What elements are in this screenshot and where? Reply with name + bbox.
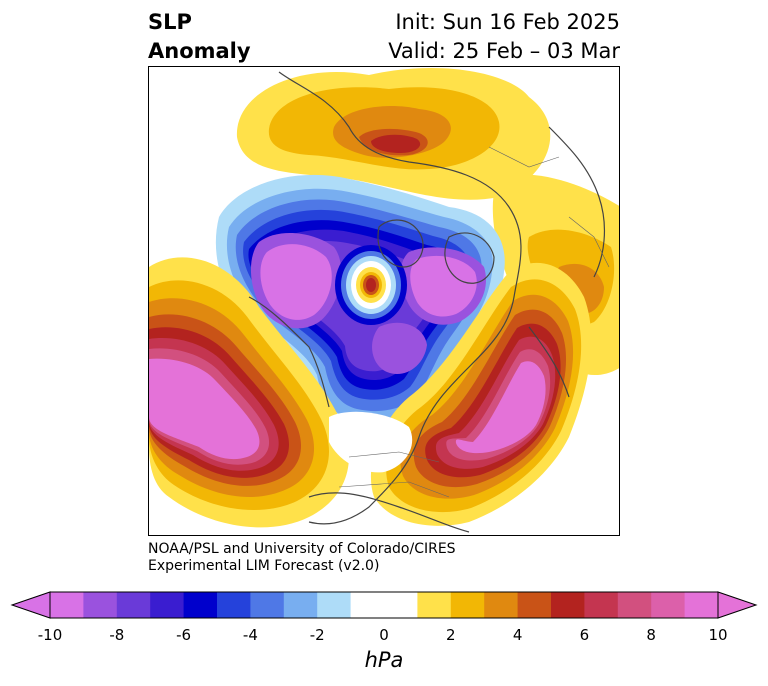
colorbar-bin-11 xyxy=(450,592,485,618)
arctic-small-high xyxy=(335,245,407,325)
colorbar-underflow-arrow xyxy=(10,591,51,619)
colorbar-bin-17 xyxy=(651,592,686,618)
colorbar-tick-label: -8 xyxy=(109,626,125,644)
colorbar-tick-label: -10 xyxy=(37,626,63,644)
borders xyxy=(338,146,610,498)
north-pacific-high xyxy=(149,257,349,528)
colorbar-tick-label: -6 xyxy=(176,626,192,644)
colorbar-bin-16 xyxy=(617,592,652,618)
colorbar-bin-8 xyxy=(317,592,352,618)
colorbar-bin-12 xyxy=(484,592,519,618)
colorbar-tick-label: 10 xyxy=(708,626,728,644)
map-title: SLP Anomaly xyxy=(148,8,251,66)
anomaly-map-svg xyxy=(149,67,619,533)
credit: NOAA/PSL and University of Colorado/CIRE… xyxy=(148,541,456,575)
colorbar-unit: hPa xyxy=(364,648,404,672)
colorbar-bin-6 xyxy=(250,592,285,618)
colorbar xyxy=(10,591,758,619)
colorbar-bin-9 xyxy=(350,592,418,618)
colorbar-bin-18 xyxy=(684,592,719,618)
colorbar-bin-3 xyxy=(150,592,185,618)
colorbar-tick-label: 0 xyxy=(379,626,389,644)
init-date: Init: Sun 16 Feb 2025 xyxy=(395,10,620,34)
colorbar-bins xyxy=(50,592,719,618)
colorbar-outline xyxy=(49,591,719,619)
colorbar-tick-label: 8 xyxy=(646,626,656,644)
neutral-zone xyxy=(329,411,413,473)
colorbar-overflow-arrow xyxy=(717,591,758,619)
low-cores xyxy=(250,232,487,374)
colorbar-bin-0 xyxy=(50,592,84,618)
colorbar-tick-label: -4 xyxy=(242,626,258,644)
colorbar-bin-1 xyxy=(83,592,118,618)
credit-line1: NOAA/PSL and University of Colorado/CIRE… xyxy=(148,541,456,557)
colorbar-bin-14 xyxy=(551,592,585,618)
forecast-dates: Init: Sun 16 Feb 2025 Valid: 25 Feb – 03… xyxy=(388,8,620,66)
colorbar-tick-label: 2 xyxy=(446,626,456,644)
colorbar-bin-5 xyxy=(217,592,251,618)
map-title-line1: SLP xyxy=(148,10,192,34)
colorbar-bin-15 xyxy=(584,592,619,618)
colorbar-bin-13 xyxy=(517,592,552,618)
colorbar-tick-label: 6 xyxy=(579,626,590,644)
colorbar-tick-label: 4 xyxy=(512,626,523,644)
anomaly-map xyxy=(148,66,620,536)
colorbar-bin-2 xyxy=(116,592,151,618)
colorbar-bin-7 xyxy=(283,592,318,618)
north-atlantic-high xyxy=(370,262,592,526)
colorbar-tick-label: -2 xyxy=(309,626,325,644)
colorbar-bin-10 xyxy=(417,592,452,618)
credit-line2: Experimental LIM Forecast (v2.0) xyxy=(148,558,380,574)
colorbar-bin-4 xyxy=(183,592,218,618)
valid-dates: Valid: 25 Feb – 03 Mar xyxy=(388,39,620,63)
map-title-line2: Anomaly xyxy=(148,39,251,63)
siberia-high xyxy=(236,67,551,200)
